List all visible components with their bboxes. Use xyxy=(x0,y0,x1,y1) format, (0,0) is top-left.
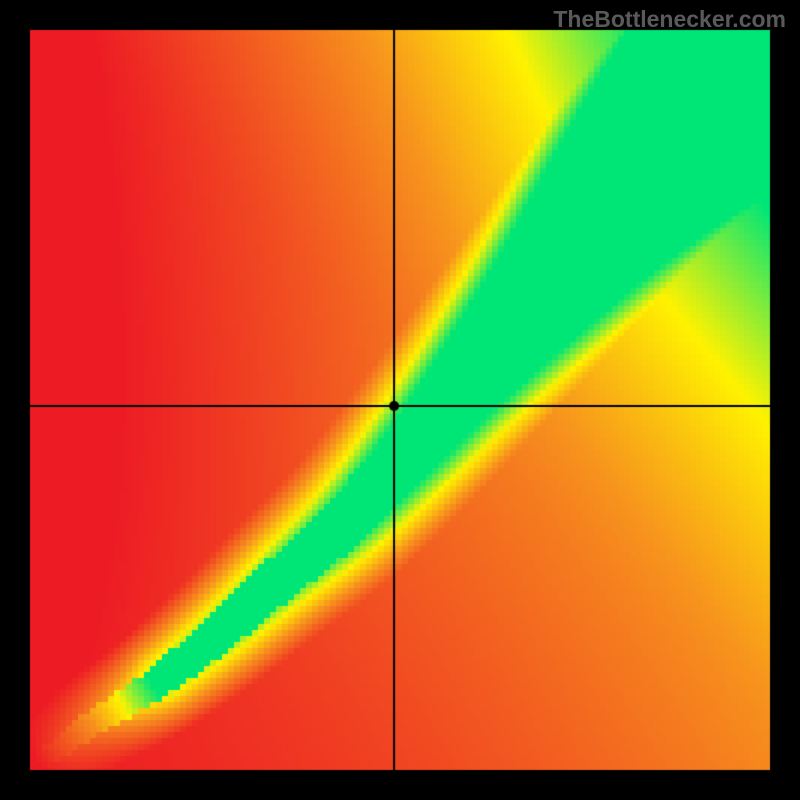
heatmap-canvas xyxy=(0,0,800,800)
watermark-text: TheBottlenecker.com xyxy=(553,6,786,33)
chart-container: TheBottlenecker.com xyxy=(0,0,800,800)
